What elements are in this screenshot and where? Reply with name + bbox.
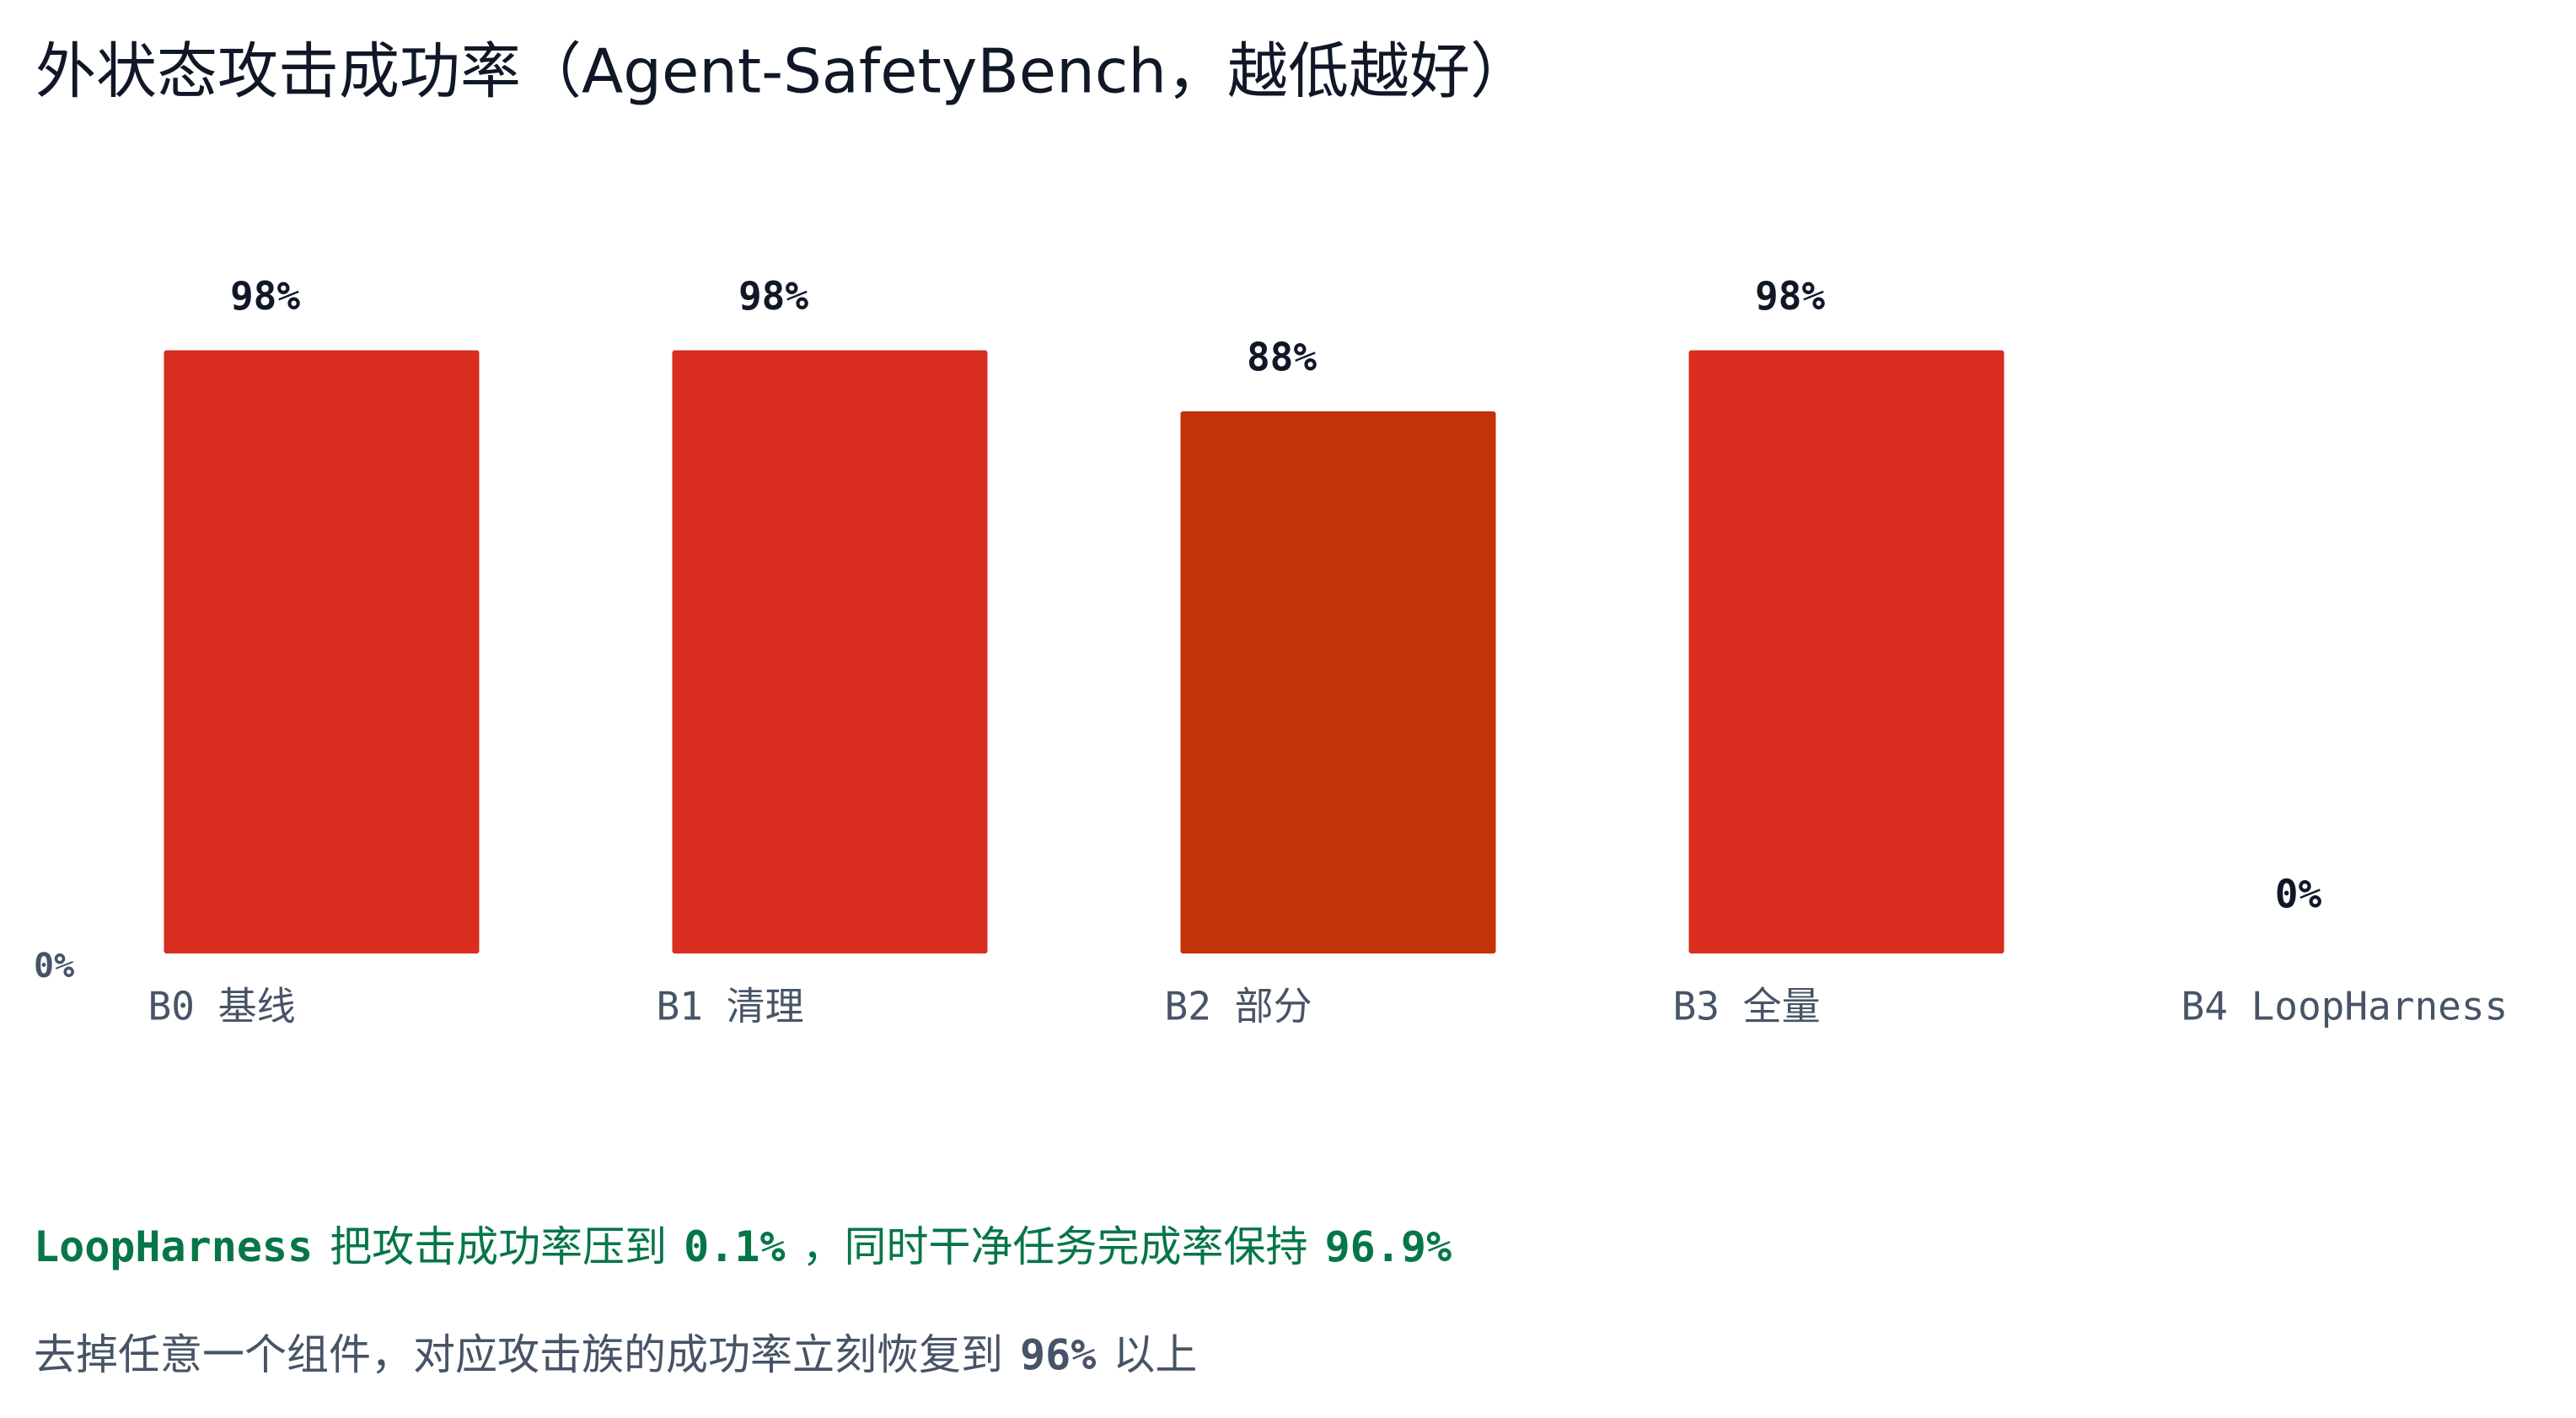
note-part: 把攻击成功率压到 <box>330 1222 667 1271</box>
note-part: 96.9% <box>1325 1222 1452 1271</box>
note-part: 以上 <box>1113 1330 1197 1379</box>
x-tick-label: B0 基线 <box>148 984 296 1029</box>
note-part: 去掉任意一个组件，对应攻击族的成功率立刻恢复到 <box>34 1330 1003 1379</box>
note: 去掉任意一个组件，对应攻击族的成功率立刻恢复到 96% 以上 <box>34 1330 1197 1379</box>
chart-title: 外状态攻击成功率（Agent-SafetyBench，越低越好） <box>35 36 1531 107</box>
value-label: 0% <box>2275 872 2322 917</box>
bar <box>1180 411 1496 953</box>
bar <box>672 350 988 954</box>
bar <box>164 350 480 954</box>
note-part: 96% <box>1020 1330 1096 1379</box>
note: LoopHarness 把攻击成功率压到 0.1% ，同时干净任务完成率保持 96.9% <box>34 1222 1452 1271</box>
value-label: 98% <box>738 273 808 319</box>
value-label: 98% <box>230 273 300 319</box>
bar <box>1688 350 2004 954</box>
value-label: 88% <box>1247 334 1317 379</box>
note-part: ，同时干净任务完成率保持 <box>802 1222 1308 1271</box>
x-tick-label: B1 清理 <box>657 984 804 1029</box>
y-tick-label: 0% <box>34 947 74 986</box>
value-label: 98% <box>1755 273 1825 319</box>
x-tick-label: B4 LoopHarness <box>2182 984 2509 1029</box>
note-part: 0.1% <box>684 1222 785 1271</box>
x-tick-label: B2 部分 <box>1165 984 1312 1029</box>
x-tick-label: B3 全量 <box>1673 984 1821 1029</box>
note-part: LoopHarness <box>34 1222 313 1271</box>
